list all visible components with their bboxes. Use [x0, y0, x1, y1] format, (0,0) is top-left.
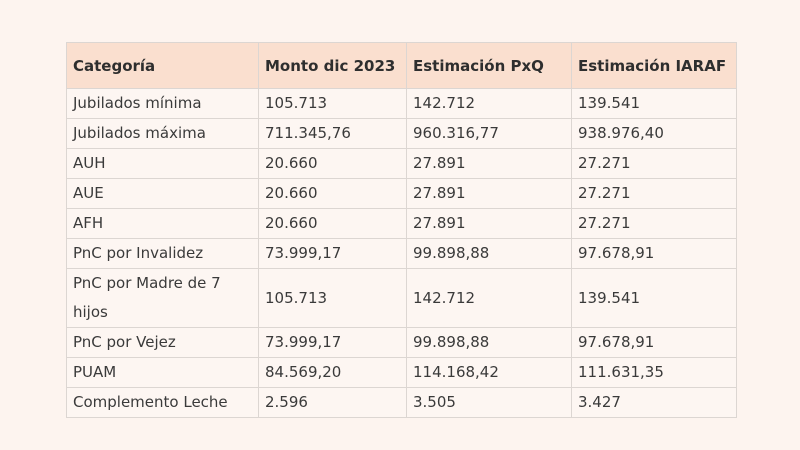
- header-cell: Estimación IARAF: [571, 42, 737, 89]
- table-cell: PnC por Invalidez: [66, 238, 259, 269]
- table-cell: 73.999,17: [258, 327, 407, 358]
- table-cell: 27.891: [406, 208, 572, 239]
- table-row: AUH 20.660 27.891 27.271: [66, 148, 737, 179]
- table-cell: 27.271: [571, 148, 737, 179]
- table-cell: 3.427: [571, 387, 737, 418]
- data-table: Categoría Monto dic 2023 Estimación PxQ Est…: [66, 42, 737, 418]
- table-cell: 99.898,88: [406, 327, 572, 358]
- table-cell: 99.898,88: [406, 238, 572, 269]
- table-cell: 97.678,91: [571, 238, 737, 269]
- table-body: Jubilados mínima 105.713 142.712 139.541 Jub…: [66, 88, 737, 418]
- table-cell: 97.678,91: [571, 327, 737, 358]
- table-cell: 139.541: [571, 268, 737, 328]
- table-cell: 960.316,77: [406, 118, 572, 149]
- header-cell: Estimación PxQ: [406, 42, 572, 89]
- table-cell: 2.596: [258, 387, 407, 418]
- table-cell: PnC por Madre de 7 hijos: [66, 268, 259, 328]
- table-cell: 84.569,20: [258, 357, 407, 388]
- table-row: AFH 20.660 27.891 27.271: [66, 208, 737, 239]
- table-cell: PnC por Vejez: [66, 327, 259, 358]
- table-container: Categoría Monto dic 2023 Estimación PxQ Est…: [66, 42, 737, 418]
- table-row: Jubilados mínima 105.713 142.712 139.541: [66, 88, 737, 119]
- table-cell: AUE: [66, 178, 259, 209]
- table-row: PnC por Vejez 73.999,17 99.898,88 97.678,91: [66, 327, 737, 358]
- table-cell: 111.631,35: [571, 357, 737, 388]
- table-cell: 20.660: [258, 178, 407, 209]
- table-cell: 114.168,42: [406, 357, 572, 388]
- header-cell: Monto dic 2023: [258, 42, 407, 89]
- table-row: PnC por Madre de 7 hijos 105.713 142.712 13…: [66, 268, 737, 328]
- table-row: PUAM 84.569,20 114.168,42 111.631,35: [66, 357, 737, 388]
- table-row: Complemento Leche 2.596 3.505 3.427: [66, 387, 737, 418]
- header-cell: Categoría: [66, 42, 259, 89]
- table-cell: Jubilados máxima: [66, 118, 259, 149]
- table-row: Jubilados máxima 711.345,76 960.316,77 938.…: [66, 118, 737, 149]
- table-cell: 20.660: [258, 208, 407, 239]
- table-cell: Complemento Leche: [66, 387, 259, 418]
- table-cell: 3.505: [406, 387, 572, 418]
- table-cell: AUH: [66, 148, 259, 179]
- table-cell: 73.999,17: [258, 238, 407, 269]
- table-cell: 27.891: [406, 148, 572, 179]
- header-row: Categoría Monto dic 2023 Estimación PxQ Est…: [66, 42, 737, 89]
- table-row: PnC por Invalidez 73.999,17 99.898,88 97.67…: [66, 238, 737, 269]
- table-cell: 711.345,76: [258, 118, 407, 149]
- table-cell: 105.713: [258, 268, 407, 328]
- table-cell: 27.891: [406, 178, 572, 209]
- table-row: AUE 20.660 27.891 27.271: [66, 178, 737, 209]
- table-cell: PUAM: [66, 357, 259, 388]
- table-cell: 142.712: [406, 268, 572, 328]
- table-cell: 105.713: [258, 88, 407, 119]
- table-cell: AFH: [66, 208, 259, 239]
- table-cell: Jubilados mínima: [66, 88, 259, 119]
- table-cell: 139.541: [571, 88, 737, 119]
- table-cell: 27.271: [571, 178, 737, 209]
- table-cell: 20.660: [258, 148, 407, 179]
- table-header: Categoría Monto dic 2023 Estimación PxQ Est…: [66, 42, 737, 89]
- table-cell: 938.976,40: [571, 118, 737, 149]
- table-cell: 27.271: [571, 208, 737, 239]
- table-cell: 142.712: [406, 88, 572, 119]
